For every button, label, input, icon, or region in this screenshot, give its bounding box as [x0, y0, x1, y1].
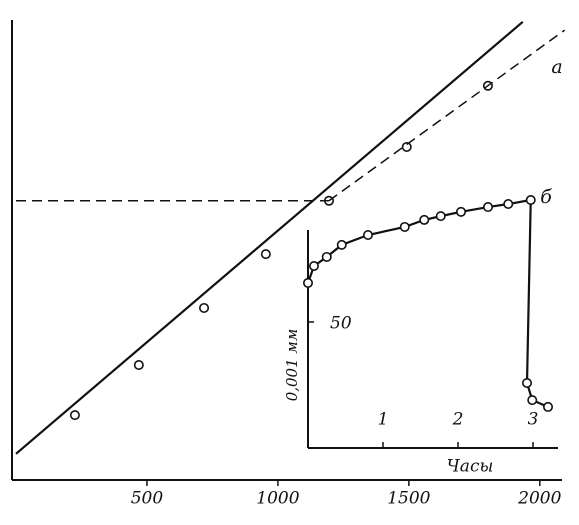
x-axis-label: Часы [447, 457, 494, 477]
data-point [419, 214, 430, 225]
data-point [199, 302, 210, 313]
x-tick-label: 1500 [387, 489, 430, 509]
data-point [308, 261, 319, 272]
data-point [503, 199, 514, 210]
data-point [302, 277, 313, 288]
y-tick-label: 50 [330, 313, 352, 333]
data-point [527, 395, 538, 406]
data-point [260, 249, 271, 260]
curve-label: а [551, 56, 562, 78]
data-point [521, 377, 532, 388]
x-tick-label: 1 [378, 410, 389, 430]
data-point [542, 401, 553, 412]
data-point [362, 230, 373, 241]
x-tick-label: 2000 [517, 489, 561, 509]
y-axis-label: 0,001 мм [283, 329, 301, 402]
data-point [336, 239, 347, 250]
x-tick-label: 3 [528, 410, 539, 430]
data-line [306, 198, 549, 408]
data-point [455, 206, 466, 217]
data-line [328, 29, 566, 202]
data-point [435, 211, 446, 222]
data-point [69, 410, 80, 421]
data-point [525, 194, 536, 205]
data-line [15, 21, 524, 455]
data-point [321, 251, 332, 262]
data-point [133, 359, 144, 370]
x-tick-label: 1000 [256, 489, 299, 509]
curve-label: б [540, 186, 552, 208]
data-point [401, 141, 412, 152]
data-point [482, 202, 493, 213]
x-tick-label: 500 [131, 489, 164, 509]
data-point [399, 221, 410, 232]
x-tick-label: 2 [452, 410, 464, 430]
